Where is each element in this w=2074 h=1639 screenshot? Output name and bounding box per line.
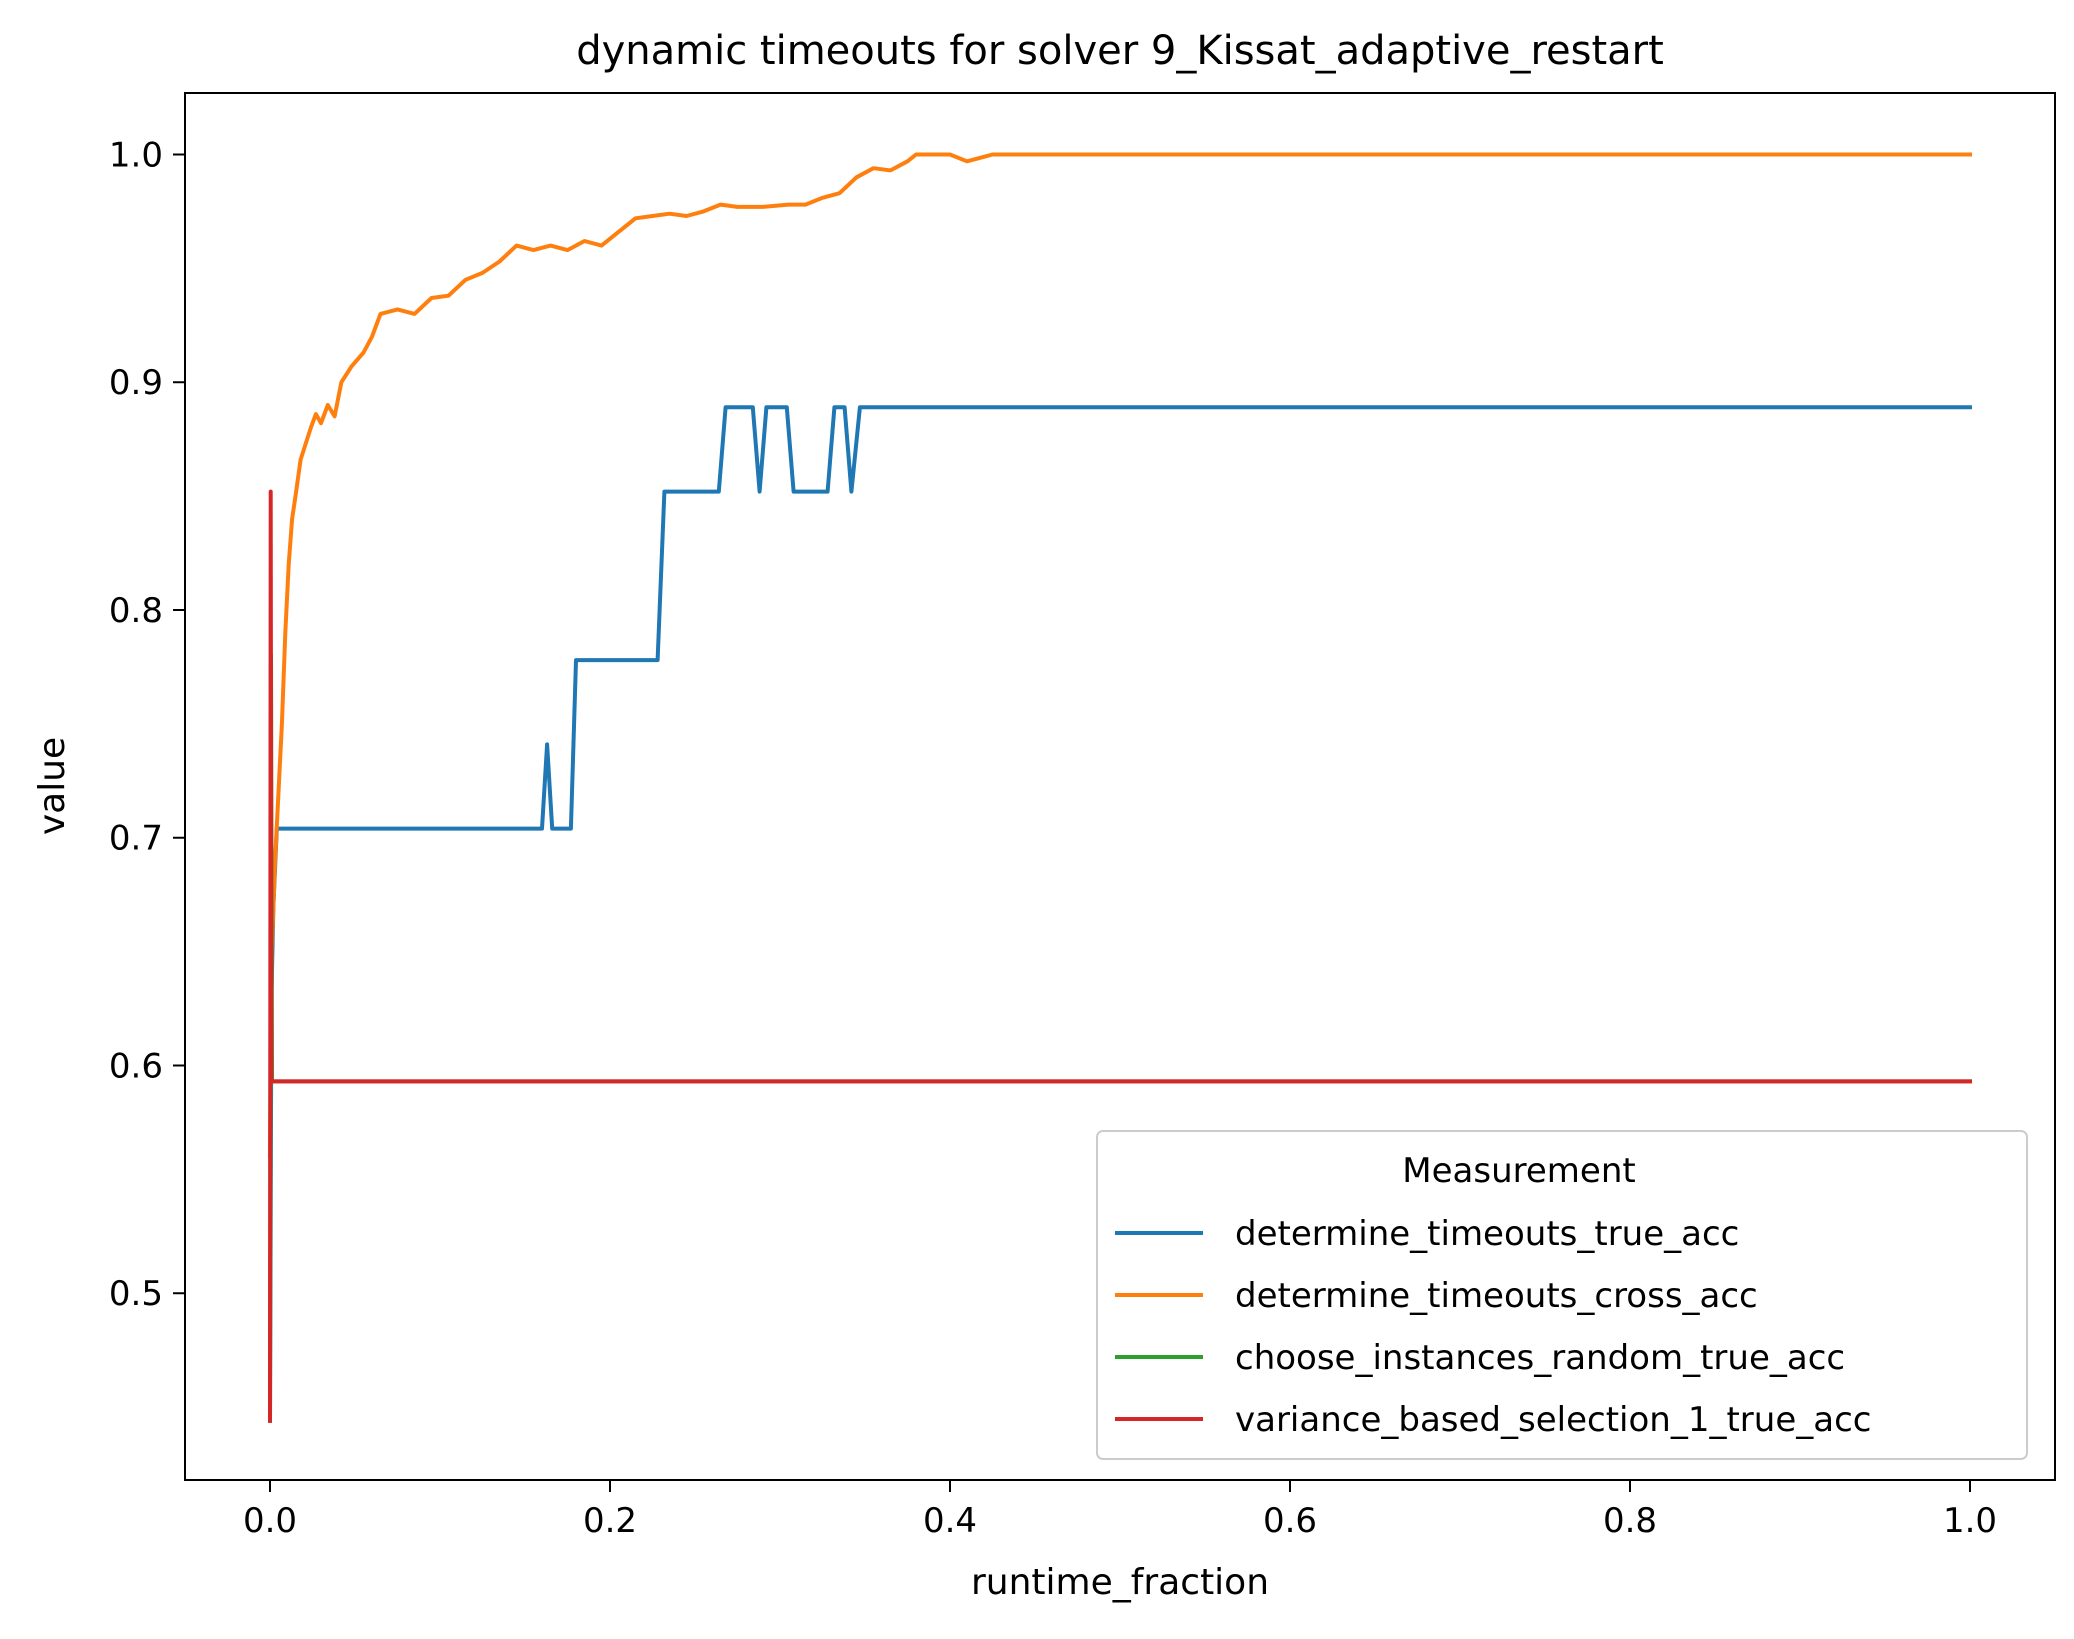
y-tick-label: 0.5 xyxy=(109,1274,163,1314)
chart-title: dynamic timeouts for solver 9_Kissat_ada… xyxy=(576,28,1664,74)
y-tick-label: 0.6 xyxy=(109,1046,163,1086)
y-tick-label: 0.8 xyxy=(109,591,163,631)
x-tick-label: 1.0 xyxy=(1943,1501,1997,1541)
x-tick-label: 0.4 xyxy=(923,1501,977,1541)
legend-label: determine_timeouts_cross_acc xyxy=(1235,1276,1758,1316)
legend-label: variance_based_selection_1_true_acc xyxy=(1235,1400,1871,1440)
y-tick-label: 0.7 xyxy=(109,819,163,859)
y-tick-label: 1.0 xyxy=(109,135,163,175)
x-tick-label: 0.0 xyxy=(243,1501,297,1541)
legend-box xyxy=(1096,1130,2028,1460)
x-tick-label: 0.2 xyxy=(583,1501,637,1541)
plot-area xyxy=(267,152,1972,1423)
y-axis-label: value xyxy=(32,737,73,835)
legend: Measurement determine_timeouts_true_accd… xyxy=(1096,1130,2028,1460)
legend-label: determine_timeouts_true_acc xyxy=(1235,1214,1739,1254)
y-axis-ticks: 0.5 0.6 0.7 0.8 0.9 1.0 xyxy=(109,135,185,1314)
legend-title: Measurement xyxy=(1402,1151,1635,1191)
x-tick-label: 0.6 xyxy=(1263,1501,1317,1541)
axes-frame xyxy=(184,92,2056,1481)
x-tick-label: 0.8 xyxy=(1603,1501,1657,1541)
legend-label: choose_instances_random_true_acc xyxy=(1235,1338,1845,1378)
series-line-determine-timeouts-true-acc xyxy=(267,405,1972,1423)
x-axis-ticks: 0.0 0.2 0.4 0.6 0.8 1.0 xyxy=(243,1480,1997,1541)
series-line-determine-timeouts-cross-acc xyxy=(267,152,1972,1159)
legend-entries: determine_timeouts_true_acc determine_tim… xyxy=(1115,1214,1871,1440)
series-lines xyxy=(267,152,1972,1423)
series-line-variance-based-selection-1-true-acc xyxy=(267,489,1972,1423)
x-axis-label: runtime_fraction xyxy=(971,1562,1269,1603)
y-tick-label: 0.9 xyxy=(109,363,163,403)
